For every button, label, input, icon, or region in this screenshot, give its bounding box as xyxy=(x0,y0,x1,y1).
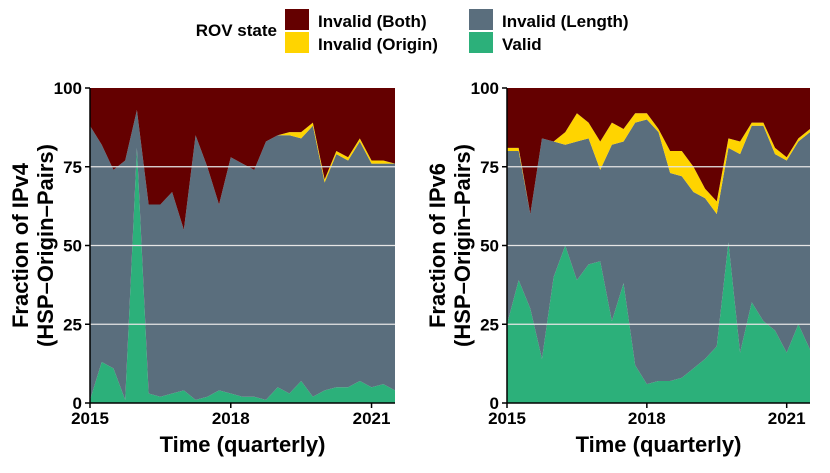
y-axis-title-line-1: Fraction of IPv6 xyxy=(425,163,450,328)
y-tick-label-50: 50 xyxy=(480,237,499,256)
y-tick-label-100: 100 xyxy=(54,79,82,98)
panel-ipv6: 0 25 50 75 100 2015 2018 2021 Time (quarterly) Fr… xyxy=(425,79,810,457)
area-invalid-both xyxy=(507,88,810,214)
panel-ipv4: 0 25 50 75 100 2015 2018 2021 Time (quarterly) Fr… xyxy=(8,79,395,457)
legend-swatch-invalid-length xyxy=(469,9,493,30)
legend-label-valid: Valid xyxy=(502,35,542,54)
y-tick-label-75: 75 xyxy=(63,158,82,177)
legend-swatch-invalid-origin xyxy=(285,32,309,53)
legend-swatch-invalid-both xyxy=(285,9,309,30)
legend-label-invalid-length: Invalid (Length) xyxy=(502,12,629,31)
legend-label-invalid-both: Invalid (Both) xyxy=(318,12,427,31)
x-axis-title: Time (quarterly) xyxy=(160,432,326,457)
y-axis-title: Fraction of IPv4(HSP–Origin–Pairs) xyxy=(8,144,58,347)
x-tick-label-2021: 2021 xyxy=(768,409,806,428)
area-valid xyxy=(507,242,810,403)
area-invalid-both xyxy=(90,88,395,230)
area-invalid-origin xyxy=(507,113,810,214)
y-axis-title: Fraction of IPv6(HSP–Origin–Pairs) xyxy=(425,144,475,347)
x-tick-label-2015: 2015 xyxy=(71,409,109,428)
y-tick-label-25: 25 xyxy=(63,315,82,334)
legend-swatch-valid xyxy=(469,32,493,53)
y-tick-label-0: 0 xyxy=(490,394,499,413)
area-invalid-length xyxy=(507,119,810,385)
legend-label-invalid-origin: Invalid (Origin) xyxy=(318,35,438,54)
y-tick-label-0: 0 xyxy=(73,394,82,413)
legend: ROV state Invalid (Both) Invalid (Length… xyxy=(196,9,629,54)
y-tick-label-50: 50 xyxy=(63,237,82,256)
y-axis-title-line-2: (HSP–Origin–Pairs) xyxy=(33,144,58,347)
x-tick-label-2018: 2018 xyxy=(212,409,250,428)
area-invalid-length xyxy=(90,110,395,400)
y-axis-title-line-2: (HSP–Origin–Pairs) xyxy=(450,144,475,347)
y-tick-label-25: 25 xyxy=(480,315,499,334)
y-tick-label-100: 100 xyxy=(471,79,499,98)
legend-title: ROV state xyxy=(196,21,277,40)
x-tick-label-2015: 2015 xyxy=(488,409,526,428)
x-tick-label-2021: 2021 xyxy=(353,409,391,428)
y-tick-label-75: 75 xyxy=(480,158,499,177)
x-axis-title: Time (quarterly) xyxy=(576,432,742,457)
y-axis-title-line-1: Fraction of IPv4 xyxy=(8,162,33,328)
x-tick-label-2018: 2018 xyxy=(628,409,666,428)
